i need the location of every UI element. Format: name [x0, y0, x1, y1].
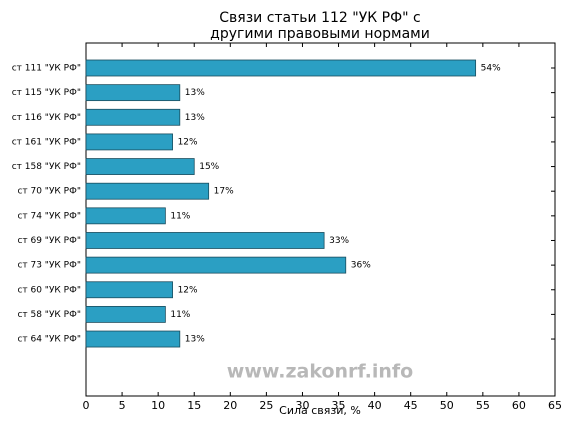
x-axis-label: Сила связи, % [279, 404, 361, 417]
x-tick-label: 35 [332, 399, 346, 412]
x-tick-label: 30 [295, 399, 309, 412]
bar [85, 108, 181, 126]
bar [85, 305, 166, 323]
chart-title: другими правовыми нормами [210, 26, 430, 42]
y-tick-label: ст 161 "УК РФ" [12, 137, 81, 147]
value-label: 13% [185, 335, 205, 345]
x-tick-label: 40 [368, 399, 382, 412]
y-tick-label: ст 74 "УК РФ" [17, 211, 81, 221]
y-tick-label: ст 70 "УК РФ" [17, 187, 81, 197]
y-tick-label: ст 58 "УК РФ" [17, 310, 81, 320]
y-tick-label: ст 115 "УК РФ" [12, 88, 81, 98]
bar [85, 281, 173, 299]
x-tick-label: 65 [548, 399, 562, 412]
value-label: 33% [329, 236, 349, 246]
y-tick-label: ст 69 "УК РФ" [17, 236, 81, 246]
value-label: 11% [170, 211, 190, 221]
bar [85, 256, 347, 274]
y-tick-label: ст 158 "УК РФ" [12, 162, 81, 172]
x-tick-label: 55 [476, 399, 490, 412]
x-tick-label: 15 [187, 399, 201, 412]
y-tick-label: ст 116 "УК РФ" [12, 113, 81, 123]
bar [85, 133, 173, 151]
x-tick-label: 0 [83, 399, 90, 412]
value-label: 36% [351, 261, 371, 271]
x-tick-label: 60 [512, 399, 526, 412]
bar [85, 182, 210, 200]
x-tick-label: 25 [259, 399, 273, 412]
x-tick-label: 20 [223, 399, 237, 412]
value-label: 12% [178, 137, 198, 147]
y-tick-label: ст 60 "УК РФ" [17, 285, 81, 295]
bar [85, 59, 477, 77]
watermark: www.zakonrf.info [227, 361, 413, 383]
bar [85, 232, 325, 249]
value-label: 11% [170, 310, 190, 320]
y-tick-label: ст 64 "УК РФ" [17, 335, 81, 345]
y-tick-label: ст 73 "УК РФ" [17, 261, 81, 271]
y-tick-label: ст 111 "УК РФ" [12, 64, 81, 74]
bar [85, 330, 181, 348]
bar [85, 207, 166, 225]
x-tick-label: 45 [404, 399, 418, 412]
bar [85, 158, 195, 175]
x-tick-label: 10 [151, 399, 165, 412]
value-label: 15% [199, 162, 219, 172]
x-tick-label: 50 [440, 399, 454, 412]
bar [85, 84, 181, 102]
x-tick-label: 5 [119, 399, 126, 412]
value-label: 54% [481, 64, 501, 74]
value-label: 12% [178, 285, 198, 295]
value-label: 13% [185, 113, 205, 123]
value-label: 13% [185, 88, 205, 98]
chart-title: Связи статьи 112 "УК РФ" с [219, 10, 420, 26]
value-label: 17% [214, 187, 234, 197]
